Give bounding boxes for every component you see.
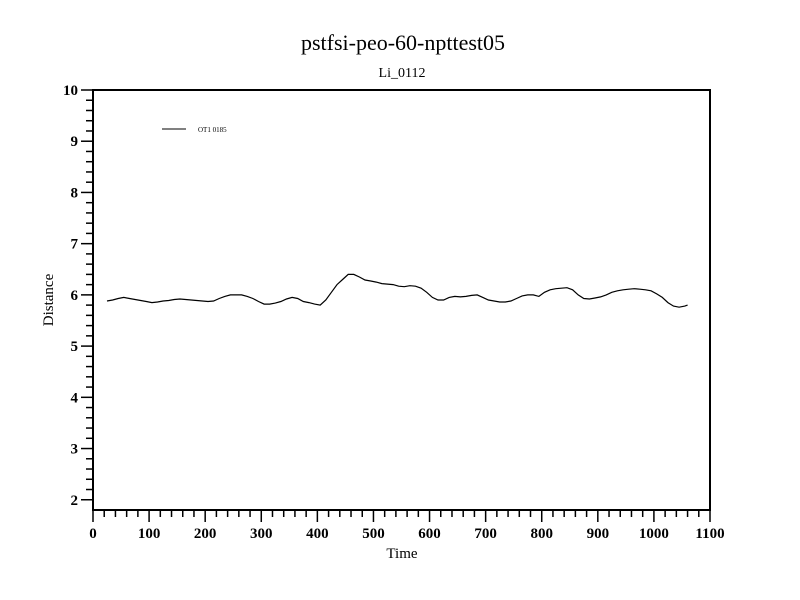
y-tick-label: 9 <box>71 134 79 150</box>
axes <box>92 89 711 511</box>
x-tick-label: 400 <box>306 526 329 542</box>
x-tick-label: 500 <box>362 526 385 542</box>
x-tick-label: 1100 <box>695 526 724 542</box>
x-tick-label: 300 <box>250 526 273 542</box>
x-tick-label: 0 <box>89 526 97 542</box>
legend: OT1 0185 <box>162 126 227 134</box>
x-tick-label: 800 <box>530 526 553 542</box>
chart-title: pstfsi-peo-60-npttest05 <box>301 30 505 55</box>
x-tick-label: 900 <box>587 526 610 542</box>
series-line <box>106 273 688 308</box>
y-tick-label: 10 <box>63 83 78 99</box>
x-tick-label: 700 <box>474 526 497 542</box>
y-tick-label: 3 <box>71 442 79 458</box>
y-tick-label: 4 <box>71 390 79 406</box>
series-group <box>106 273 688 308</box>
x-axis-label: Time <box>386 546 417 562</box>
y-tick-labels: 2 3 4 5 6 7 8 9 10 <box>63 83 79 509</box>
x-tick-label: 1000 <box>639 526 669 542</box>
x-tick-label: 600 <box>418 526 441 542</box>
y-tick-label: 5 <box>71 339 79 355</box>
y-tick-label: 8 <box>71 185 79 201</box>
legend-label: OT1 0185 <box>198 126 227 134</box>
x-tick-label: 100 <box>138 526 161 542</box>
axis-ticks <box>81 89 711 522</box>
y-axis-label: Distance <box>41 273 57 326</box>
plot-frame <box>92 89 711 511</box>
y-tick-label: 6 <box>71 288 79 304</box>
y-tick-label: 2 <box>71 493 79 509</box>
x-tick-label: 200 <box>194 526 217 542</box>
x-tick-labels: 0 100 200 300 400 500 600 700 800 900 1000 1100 <box>89 526 724 542</box>
y-tick-label: 7 <box>71 237 79 253</box>
chart-subtitle: Li_0112 <box>379 66 426 81</box>
